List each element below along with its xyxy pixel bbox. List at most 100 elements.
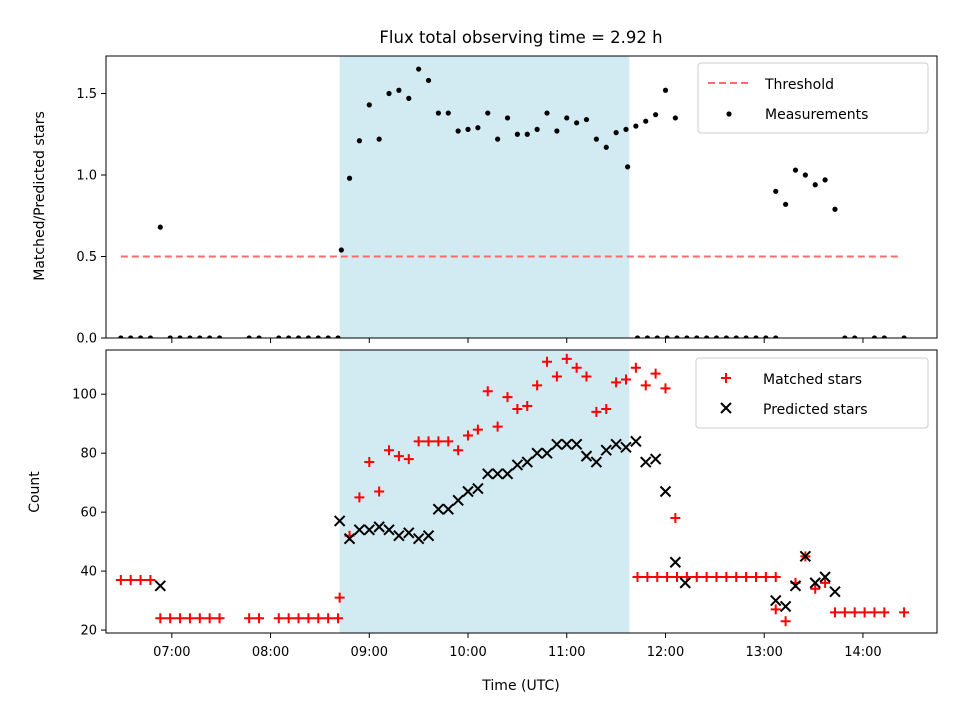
- matched-stars-point: [899, 607, 910, 618]
- matched-stars-point: [780, 616, 791, 627]
- measurement-point: [871, 335, 878, 338]
- matched-stars-point: [770, 571, 781, 582]
- measurement-point: [386, 90, 392, 97]
- predicted-stars-point: [343, 532, 356, 545]
- predicted-stars-point: [630, 435, 642, 448]
- matched-stars-point: [652, 571, 663, 582]
- predicted-stars-point: [403, 527, 415, 539]
- matched-stars-point: [273, 613, 284, 624]
- matched-stars-point: [333, 613, 344, 624]
- matched-stars-point: [303, 613, 314, 624]
- matched-stars-point: [760, 571, 771, 582]
- predicted-stars-point: [580, 450, 593, 462]
- predicted-stars-point: [669, 556, 682, 568]
- measurement-point: [455, 128, 461, 134]
- measurement-point: [633, 123, 639, 129]
- matched-stars-point: [879, 607, 890, 618]
- matched-stars-point: [463, 430, 474, 441]
- measurement-point: [901, 335, 907, 338]
- matched-stars-point: [145, 574, 156, 585]
- predicted-stars-point: [521, 456, 533, 468]
- predicted-stars-point: [779, 600, 792, 613]
- matched-stars-point: [364, 457, 375, 468]
- measurement-point: [672, 115, 678, 121]
- legend-measurements-label: Measurements: [765, 107, 868, 123]
- predicted-stars-point: [659, 485, 672, 498]
- predicted-stars-point: [551, 438, 563, 451]
- y-tick-label: 20: [80, 624, 97, 639]
- matched-stars-point: [244, 613, 255, 624]
- predicted-stars-point: [393, 530, 405, 542]
- measurement-point: [534, 126, 540, 132]
- matched-stars-point: [453, 445, 464, 456]
- y-tick-label: 1.0: [76, 168, 97, 183]
- y-tick-label: 80: [80, 447, 97, 462]
- predicted-stars-point: [442, 503, 454, 515]
- matched-stars-point: [711, 571, 722, 582]
- measurement-point: [554, 128, 560, 134]
- x-tick-label: 12:00: [647, 645, 684, 660]
- measurement-point: [792, 167, 799, 173]
- legend-box: [697, 62, 929, 134]
- measurement-point: [177, 335, 183, 338]
- measurement-point: [376, 136, 382, 142]
- predicted-stars-point: [640, 456, 652, 468]
- measurement-point: [662, 87, 669, 93]
- x-tick-label: 09:00: [351, 645, 388, 660]
- predicted-stars-point: [590, 456, 603, 468]
- measurement-point: [664, 335, 670, 338]
- matched-stars-point: [611, 377, 622, 388]
- matched-stars-point: [472, 424, 483, 435]
- matched-stars-point: [601, 403, 612, 414]
- measurement-point: [674, 335, 680, 338]
- measurement-point: [842, 335, 848, 338]
- measurement-point: [295, 335, 302, 338]
- measurement-point: [256, 335, 262, 338]
- legend: Threshold Measurements: [697, 62, 929, 134]
- matched-stars-point: [323, 613, 334, 624]
- matched-stars-point: [175, 613, 186, 624]
- measurement-point: [653, 112, 659, 118]
- measurement-point: [147, 335, 154, 338]
- matched-stars-point: [522, 401, 533, 412]
- measurement-point: [187, 335, 193, 338]
- matched-stars-point: [750, 571, 761, 582]
- measurement-point: [603, 144, 609, 150]
- measurement-point: [118, 335, 124, 338]
- legend-matched-swatch: [721, 373, 731, 383]
- x-tick-label: 07:00: [153, 645, 190, 660]
- predicted-stars-point: [770, 594, 782, 607]
- matched-stars-point: [115, 574, 126, 585]
- matched-stars-point: [691, 571, 702, 582]
- matched-stars-point: [194, 613, 205, 624]
- matched-stars-point: [512, 403, 523, 414]
- x-tick-label: 14:00: [844, 645, 881, 660]
- measurement-point: [625, 164, 631, 170]
- ratio-panel: 0.0 0.5 1.0 1.5 Threshold Measurements: [76, 55, 938, 347]
- matched-stars-point: [254, 613, 265, 624]
- matched-stars-point: [829, 607, 840, 618]
- measurement-point: [713, 335, 720, 338]
- measurement-point: [325, 335, 331, 338]
- measurement-point: [733, 335, 739, 338]
- measurement-point: [514, 131, 520, 137]
- matched-stars-point: [393, 451, 404, 462]
- measurement-point: [504, 115, 511, 121]
- matched-stars-point: [184, 613, 195, 624]
- measurement-point: [485, 110, 491, 116]
- matched-stars-point: [125, 574, 136, 585]
- legend-threshold-label: Threshold: [764, 77, 834, 93]
- legend: Matched stars Predicted stars: [695, 357, 929, 429]
- measurement-point: [216, 335, 223, 338]
- measurement-point: [416, 66, 422, 72]
- matched-stars-point: [672, 571, 683, 582]
- measurement-point: [286, 335, 292, 338]
- x-tick-label: 10:00: [449, 645, 486, 660]
- plot-area: [115, 350, 910, 633]
- measurement-point: [723, 335, 729, 338]
- y-tick-label: 1.5: [76, 87, 97, 102]
- measurement-point: [613, 130, 619, 136]
- measurement-point: [822, 177, 828, 183]
- predicted-stars-point: [799, 550, 812, 563]
- measurement-point: [783, 201, 789, 207]
